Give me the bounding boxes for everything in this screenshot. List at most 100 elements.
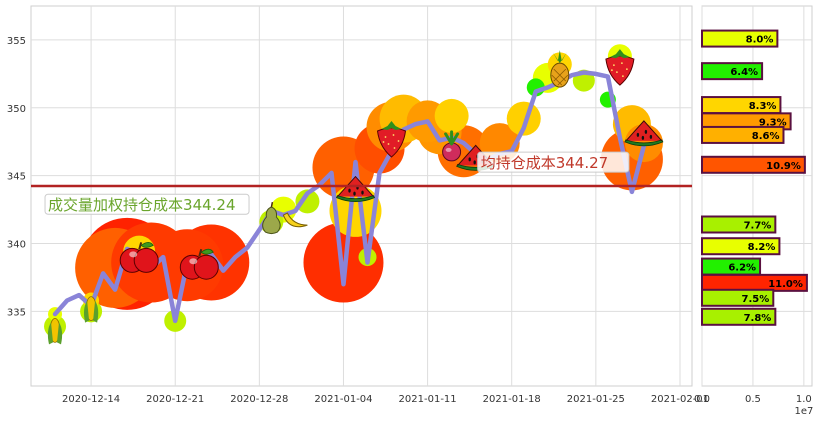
apple-leaf — [200, 248, 214, 255]
volume-bar — [701, 155, 806, 174]
x-tick-label: 2021-01-25 — [567, 394, 625, 405]
melon-outline — [625, 120, 663, 142]
strawberry-seed — [616, 71, 618, 73]
volume-bar — [701, 307, 777, 326]
volume-bar-label: 8.0% — [746, 35, 774, 46]
strawberry-seed — [382, 141, 385, 143]
volume-bubble — [434, 98, 469, 133]
strawberry-seed — [611, 69, 613, 71]
radish-shine — [445, 147, 452, 152]
volume-bar-label: 10.9% — [766, 161, 801, 172]
melon-seed — [468, 157, 471, 162]
corn-husk — [83, 300, 90, 323]
volume-bar — [701, 237, 781, 256]
radish-body — [442, 142, 462, 162]
volume-bar-label: 8.2% — [748, 242, 776, 253]
x-tick-label: 2020-12-14 — [62, 394, 120, 405]
x-tick-label: 2020-12-28 — [230, 394, 288, 405]
apple-body — [133, 247, 159, 273]
melon-seed — [473, 160, 476, 165]
y-tick-label: 350 — [7, 104, 26, 115]
melon-rind — [624, 139, 664, 147]
melon-seed — [644, 129, 648, 134]
apple-body — [193, 254, 219, 280]
pear-body — [262, 206, 281, 235]
cost-annotation: 均持仓成本344.27 — [481, 154, 609, 172]
corn-husk — [93, 300, 99, 323]
volume-bar — [701, 215, 777, 234]
radish-leaves — [444, 130, 460, 146]
melon-seed — [636, 132, 640, 137]
side-x-tick-label: 0.5 — [745, 394, 761, 405]
melon-seed — [641, 135, 645, 140]
strawberry-icon — [605, 49, 635, 86]
strawberry-seed — [387, 143, 390, 145]
strawberry-seed — [397, 140, 400, 142]
y-tick-label: 335 — [7, 307, 26, 318]
y-tick-label: 340 — [7, 240, 26, 251]
x-tick-label: 2021-01-04 — [314, 394, 372, 405]
corn-icon — [47, 317, 63, 345]
main-plot-area — [44, 44, 664, 345]
x-tick-label: 2021-01-18 — [483, 394, 541, 405]
side-x-tick-label: 0.0 — [694, 394, 710, 405]
banana-icon — [282, 212, 308, 228]
strawberry-leaves — [381, 121, 402, 130]
strawberry-seed — [621, 62, 623, 64]
volume-bar-label: 8.6% — [752, 131, 780, 142]
volume-bar-label: 11.0% — [768, 279, 803, 290]
strawberry-seed — [393, 147, 396, 149]
melon-flesh — [625, 120, 662, 141]
pear-icon — [262, 201, 281, 235]
pear-stem — [270, 201, 274, 208]
y-tick-label: 345 — [7, 172, 26, 183]
x-tick-label: 2021-01-11 — [399, 394, 457, 405]
strawberry-icon — [376, 121, 407, 158]
corn-icon — [83, 296, 99, 323]
apple-shine — [129, 251, 138, 258]
corn-husk — [57, 322, 63, 345]
banana-body — [282, 212, 308, 228]
y-tick-label: 355 — [7, 36, 26, 47]
volume-bar-label: 9.3% — [759, 117, 787, 128]
melon-rind — [335, 195, 376, 202]
pineapple-pattern — [551, 68, 569, 86]
strawberry-seed — [384, 136, 387, 138]
fruit-marker-layer — [47, 49, 664, 345]
strawberry-seed — [392, 134, 395, 136]
apple-stem — [138, 242, 143, 250]
volume-bar-label: 7.5% — [742, 294, 770, 305]
apple-icon — [119, 242, 159, 273]
side-x-offset-label: 1e7 — [795, 406, 814, 417]
radish-icon — [442, 130, 462, 162]
volume-bar-label: 6.2% — [728, 263, 756, 274]
strawberry-seed — [622, 75, 624, 77]
annotation-box — [477, 151, 630, 173]
strawberry-seed — [613, 64, 615, 66]
strawberry-seed — [626, 68, 628, 70]
volume-bar — [701, 62, 764, 81]
volume-bar — [701, 125, 785, 144]
volume-bar — [701, 29, 779, 48]
volume-bubble — [506, 101, 541, 136]
volume-bar-label: 7.7% — [744, 221, 772, 232]
pineapple-crown — [552, 50, 567, 64]
volume-bar-label: 7.8% — [744, 313, 772, 324]
cost-annotation: 成交量加权持仓成本344.24 — [48, 196, 236, 214]
strawberry-leaves — [609, 49, 630, 59]
watermelon-slice-icon — [624, 120, 664, 147]
melon-seed — [649, 134, 653, 139]
apple-icon — [179, 248, 219, 280]
melon-outline — [337, 175, 374, 197]
melon-seed — [348, 188, 351, 193]
apple-shine — [189, 258, 198, 265]
annotation-box — [44, 193, 250, 215]
apple-leaf — [140, 242, 154, 248]
volume-bubble — [295, 189, 320, 214]
volume-bar-label: 6.4% — [730, 67, 758, 78]
melon-seed — [361, 190, 364, 195]
melon-seed — [353, 191, 356, 196]
pineapple-icon — [550, 50, 570, 88]
apple-stem — [198, 248, 203, 257]
x-tick-label: 2021-02-01 — [651, 394, 709, 405]
